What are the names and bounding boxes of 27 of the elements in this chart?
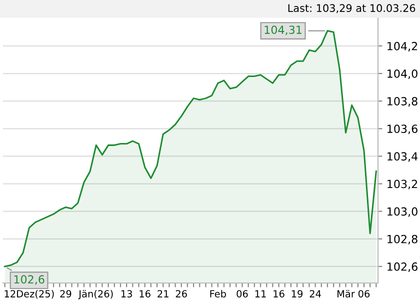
annotation: 102,6 <box>14 275 44 285</box>
x-tick-label: 16 <box>274 290 284 298</box>
x-tick-label: 21 <box>158 290 168 298</box>
x-tick-label: 29 <box>60 290 72 298</box>
x-tick-label: 26 <box>176 290 187 298</box>
annotation: 104,31 <box>264 26 302 36</box>
y-tick-label: 103,8 <box>388 97 418 107</box>
text: Last: 103,29 at 10.03.26 <box>288 4 416 14</box>
x-tick-label: 12Dez(25) <box>4 290 54 299</box>
x-tick-label: Mär <box>338 290 355 298</box>
x-tick-label: 19 <box>292 290 303 298</box>
y-tick-label: 104,2 <box>388 42 418 52</box>
x-tick-label: 16 <box>140 290 150 298</box>
y-tick-label: 103,6 <box>388 124 418 134</box>
x-tick-label: Jän(26) <box>78 290 113 300</box>
y-tick-label: 103,0 <box>388 207 418 217</box>
y-tick-label: 102,6 <box>388 262 418 272</box>
y-tick-label: 103,2 <box>388 180 418 190</box>
y-tick-label: 104,0 <box>388 69 418 80</box>
x-tick-label: Feb <box>210 290 226 298</box>
x-tick-label: 13 <box>121 290 132 298</box>
x-tick-label: 06 <box>358 290 370 298</box>
x-tick-label: 06 <box>236 290 248 298</box>
y-tick-label: 103,4 <box>388 152 418 162</box>
x-tick-label: 24 <box>310 290 321 298</box>
y-tick-label: 102,8 <box>388 234 418 244</box>
x-tick-label: 11 <box>255 290 266 298</box>
